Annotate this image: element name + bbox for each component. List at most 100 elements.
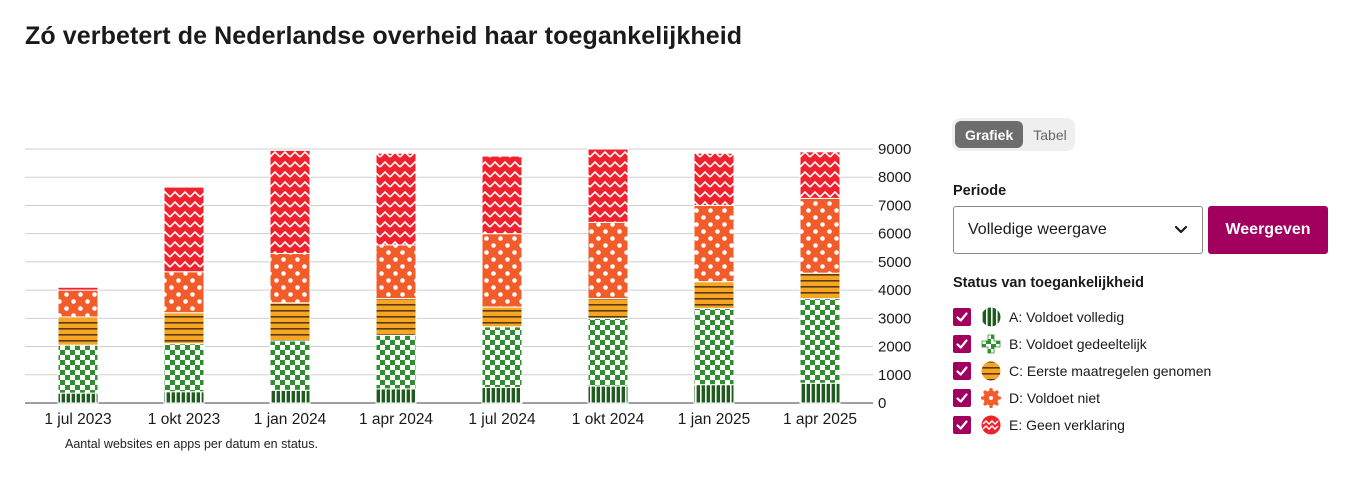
bar-segment-e (57, 286, 99, 291)
legend-label-b: B: Voldoet gedeeltelijk (1009, 335, 1147, 352)
stripes-icon (981, 307, 1001, 326)
legend: A: Voldoet volledig B: Voldoet gedeeltel… (953, 303, 1211, 438)
page-title: Zó verbetert de Nederlandse overheid haa… (25, 22, 743, 50)
bar-segment-b (57, 344, 99, 394)
y-tick-label: 8000 (878, 169, 911, 186)
legend-label-a: A: Voldoet volledig (1009, 308, 1125, 325)
legend-item-a[interactable]: A: Voldoet volledig (953, 303, 1211, 330)
checkbox-d[interactable] (953, 388, 971, 407)
legend-label-e: E: Geen verklaring (1009, 416, 1125, 433)
bar-segment-b (481, 326, 523, 388)
checkbox-c[interactable] (953, 361, 971, 380)
tab-tabel[interactable]: Tabel (1023, 121, 1076, 148)
bar-segment-b (693, 307, 735, 386)
bar-segment-d (269, 252, 311, 304)
dots-icon (981, 387, 1001, 408)
y-tick-label: 4000 (878, 282, 911, 299)
y-tick-label: 0 (878, 395, 886, 412)
y-tick-label: 7000 (878, 197, 911, 214)
checkbox-a[interactable] (953, 307, 971, 326)
y-tick-label: 1000 (878, 367, 911, 384)
y-tick-label: 5000 (878, 254, 911, 271)
bar-segment-c (587, 298, 629, 319)
bar-segment-d (799, 197, 841, 274)
legend-item-c[interactable]: C: Eerste maatregelen genomen (953, 357, 1211, 384)
x-tick-labels: 1 jul 2023 1 okt 2023 1 jan 2024 1 apr 2024… (44, 411, 857, 428)
bar-segment-b (163, 343, 205, 393)
bar-segment-a (375, 388, 417, 404)
legend-label-d: D: Voldoet niet (1009, 389, 1101, 406)
bar-segment-d (587, 221, 629, 300)
bar-segment-a (163, 391, 205, 404)
bar-segment-a (481, 386, 523, 404)
bar-segment-a (269, 389, 311, 404)
bar-segment-c (163, 312, 205, 345)
legend-item-e[interactable]: E: Geen verklaring (953, 411, 1211, 438)
x-tick-label: 1 jan 2025 (678, 411, 750, 428)
tab-grafiek[interactable]: Grafiek (955, 121, 1024, 148)
bar-segment-d (693, 204, 735, 283)
y-tick-labels: 0 1000 2000 3000 4000 5000 6000 7000 8000 9000 (878, 141, 911, 412)
x-tick-label: 1 okt 2023 (148, 411, 220, 428)
chevron-down-icon (1174, 225, 1188, 234)
bar-segment-d (57, 289, 99, 318)
legend-item-b[interactable]: B: Voldoet gedeeltelijk (953, 330, 1211, 357)
check-icon (956, 419, 968, 430)
bar-segment-e (587, 148, 629, 223)
y-tick-label: 2000 (878, 339, 911, 356)
view-toggle: Grafiek Tabel (952, 118, 1075, 151)
x-tick-label: 1 apr 2025 (783, 411, 857, 428)
checkbox-e[interactable] (953, 415, 971, 434)
bar-segment-d (163, 271, 205, 314)
bar-segment-a (799, 382, 841, 404)
horizontal-lines-icon (981, 361, 1001, 380)
bar-segment-e (163, 186, 205, 273)
bar-segment-e (799, 151, 841, 199)
bar-segment-c (481, 306, 523, 328)
bar-segment-c (57, 316, 99, 346)
status-label: Status van toegankelijkheid (953, 275, 1144, 291)
bar-segment-c (269, 302, 311, 342)
x-tick-label: 1 jul 2023 (44, 411, 111, 428)
legend-label-c: C: Eerste maatregelen genomen (1009, 362, 1212, 379)
bar-segment-c (375, 298, 417, 336)
bars (57, 148, 841, 404)
check-icon (956, 365, 968, 376)
bar-segment-c (693, 281, 735, 309)
bar-segment-b (799, 298, 841, 384)
bar-segment-e (269, 149, 311, 254)
bar-segment-d (481, 233, 523, 308)
x-tick-label: 1 jan 2024 (254, 411, 327, 428)
y-tick-label: 9000 (878, 141, 911, 158)
x-tick-label: 1 apr 2024 (359, 411, 433, 428)
bar-segment-b (587, 317, 629, 387)
bar-segment-a (587, 385, 629, 404)
check-icon (956, 392, 968, 403)
stacked-bar-chart: 0 1000 2000 3000 4000 5000 6000 7000 8000 9000 1 … (25, 141, 911, 428)
y-tick-label: 6000 (878, 226, 911, 243)
y-tick-label: 3000 (878, 310, 911, 327)
check-icon (956, 338, 968, 349)
bar-segment-b (375, 334, 417, 390)
gridlines (25, 148, 873, 404)
bar-segment-e (693, 152, 735, 206)
zigzag-icon (981, 415, 1001, 434)
period-select-value: Volledige weergave (968, 221, 1107, 238)
bar-segment-e (375, 152, 417, 246)
check-icon (956, 311, 968, 322)
checkbox-b[interactable] (953, 334, 971, 353)
chart-caption: Aantal websites en apps per datum en sta… (65, 437, 318, 451)
x-tick-label: 1 okt 2024 (572, 411, 645, 428)
bar-segment-b (269, 340, 311, 391)
x-tick-label: 1 jul 2024 (468, 411, 536, 428)
apply-button[interactable]: Weergeven (1208, 206, 1328, 254)
bar-segment-e (481, 155, 523, 235)
bar-segment-a (57, 392, 99, 404)
period-label: Periode (953, 183, 1007, 199)
period-select[interactable]: Volledige weergave (953, 206, 1203, 254)
checker-icon (981, 334, 1001, 353)
legend-item-d[interactable]: D: Voldoet niet (953, 384, 1211, 411)
bar-segment-a (693, 384, 735, 404)
bar-segment-c (799, 272, 841, 300)
bar-segment-d (375, 244, 417, 300)
